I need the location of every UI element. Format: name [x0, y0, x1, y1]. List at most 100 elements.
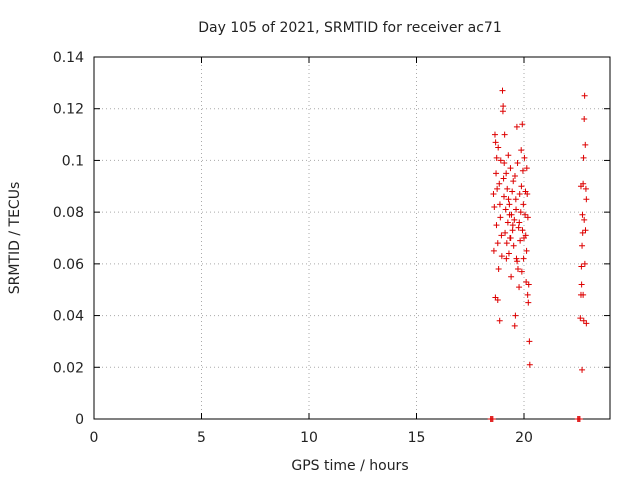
x-tick-label: 5: [197, 430, 206, 446]
data-point: [494, 240, 501, 247]
data-point: [495, 144, 502, 151]
data-point: [524, 191, 531, 198]
data-point: [498, 232, 505, 239]
data-point: [581, 116, 588, 123]
data-point: [521, 154, 528, 161]
data-point: [514, 160, 521, 167]
data-point: [504, 219, 511, 226]
data-point: [514, 258, 521, 265]
x-tick-label: 15: [408, 430, 426, 446]
data-point: [505, 250, 512, 257]
data-point: [513, 255, 520, 262]
data-point: [493, 154, 500, 161]
data-point: [490, 247, 497, 254]
data-point: [518, 268, 525, 275]
data-point: [494, 185, 501, 192]
y-tick-label: 0.04: [53, 309, 84, 325]
data-point: [498, 253, 505, 260]
data-point: [511, 172, 518, 179]
data-point: [503, 240, 510, 247]
data-point: [500, 175, 507, 182]
data-point: [516, 219, 523, 226]
data-point: [578, 281, 585, 288]
data-point: [510, 242, 517, 249]
data-point: [526, 361, 533, 368]
data-point: [503, 170, 510, 177]
data-point: [491, 131, 498, 138]
data-point: [580, 154, 587, 161]
data-point: [582, 185, 589, 192]
x-tick-label: 0: [90, 430, 99, 446]
data-point: [493, 222, 500, 229]
data-point: [509, 227, 516, 234]
data-point: [518, 183, 525, 190]
data-point: [501, 131, 508, 138]
data-point: [522, 232, 529, 239]
data-point: [583, 320, 590, 327]
data-point: [583, 196, 590, 203]
data-point: [495, 266, 502, 273]
data-point: [519, 167, 526, 174]
data-point: [502, 206, 509, 213]
data-point: [580, 291, 587, 298]
y-tick-label: 0.1: [62, 153, 84, 169]
data-point: [523, 165, 530, 172]
data-point: [515, 224, 522, 231]
data-point: [499, 87, 506, 94]
y-axis-label: SRMTID / TECUs: [7, 182, 23, 295]
data-point: [509, 222, 516, 229]
data-point: [503, 255, 510, 262]
data-point: [512, 196, 519, 203]
data-point: [502, 229, 509, 236]
data-point: [492, 139, 499, 146]
data-point: [582, 141, 589, 148]
data-point: [579, 242, 586, 249]
x-tick-label: 10: [300, 430, 318, 446]
data-point: [490, 191, 497, 198]
data-point: [493, 170, 500, 177]
data-point: [579, 229, 586, 236]
data-point: [523, 247, 530, 254]
data-point: [499, 108, 506, 115]
data-point: [517, 237, 524, 244]
data-point: [522, 211, 529, 218]
data-point: [516, 284, 523, 291]
data-point: [511, 322, 518, 329]
data-point: [578, 263, 585, 270]
y-tick-label: 0.12: [53, 102, 84, 118]
data-point: [520, 201, 527, 208]
data-point: [581, 260, 588, 267]
data-point: [579, 211, 586, 218]
data-point: [580, 317, 587, 324]
data-point: [489, 416, 496, 422]
data-point: [501, 193, 508, 200]
y-tick-label: 0.14: [53, 50, 84, 66]
data-point: [513, 206, 520, 213]
data-point: [496, 201, 503, 208]
data-point: [520, 255, 527, 262]
data-point: [494, 297, 501, 304]
data-point: [518, 147, 525, 154]
x-tick-label: 20: [515, 430, 533, 446]
data-point: [523, 278, 530, 285]
data-point: [509, 188, 516, 195]
data-point: [517, 209, 524, 216]
y-tick-label: 0.08: [53, 205, 84, 221]
plot-frame: [93, 56, 611, 420]
data-point: [514, 266, 521, 273]
data-point: [497, 214, 504, 221]
data-point: [576, 416, 583, 422]
data-point: [504, 185, 511, 192]
data-point: [581, 216, 588, 223]
chart-title: Day 105 of 2021, SRMTID for receiver ac7…: [198, 20, 502, 36]
data-point: [500, 103, 507, 110]
data-point: [516, 191, 523, 198]
data-point: [496, 317, 503, 324]
data-point: [512, 312, 519, 319]
data-point: [491, 203, 498, 210]
data-point: [507, 235, 514, 241]
data-point: [519, 121, 526, 128]
data-point: [496, 180, 503, 187]
data-point: [506, 201, 513, 208]
